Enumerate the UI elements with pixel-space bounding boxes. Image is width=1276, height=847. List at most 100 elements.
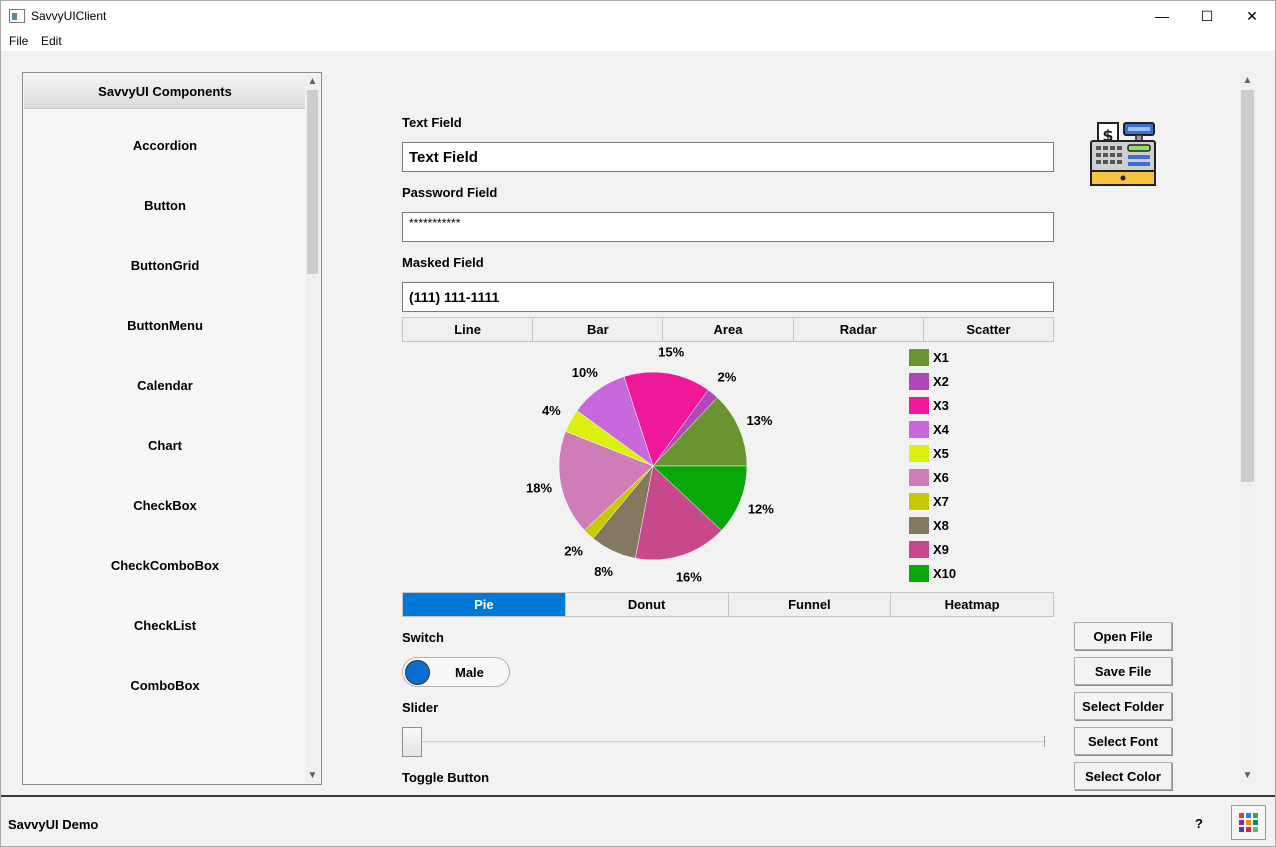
pie-label-x9: 16% <box>676 569 702 584</box>
legend-label: X4 <box>933 421 949 437</box>
tab-heatmap[interactable]: Heatmap <box>944 597 1000 612</box>
gender-switch[interactable]: Male <box>402 657 510 687</box>
slider-thumb[interactable] <box>402 727 422 757</box>
password-field-label: Password Field <box>402 185 498 200</box>
pie-label-x1: 13% <box>746 413 772 428</box>
pie-label-x8: 8% <box>594 564 613 579</box>
scrollbar-thumb[interactable] <box>307 90 318 274</box>
chart-type-tabs-bottom: Pie Donut Funnel Heatmap <box>402 592 1054 617</box>
scroll-up-icon[interactable]: ▲ <box>1242 75 1253 86</box>
legend-item-x4: X4 <box>909 420 969 438</box>
legend-label: X2 <box>933 373 949 389</box>
menu-file[interactable]: File <box>9 34 29 48</box>
switch-value: Male <box>455 665 484 680</box>
scroll-up-icon[interactable]: ▲ <box>307 76 318 87</box>
pie-label-x5: 4% <box>542 403 561 418</box>
legend-label: X3 <box>933 397 949 413</box>
components-list-scrollbar[interactable]: ▲ ▼ <box>305 74 320 783</box>
switch-knob[interactable] <box>405 660 430 685</box>
legend-swatch <box>909 564 929 582</box>
select-font-button[interactable]: Select Font <box>1074 727 1172 755</box>
legend-swatch <box>909 420 929 438</box>
legend-swatch <box>909 468 929 486</box>
tab-donut[interactable]: Donut <box>566 593 729 616</box>
main-scrollbar[interactable]: ▲ ▼ <box>1239 72 1256 785</box>
legend-item-x8: X8 <box>909 516 969 534</box>
tab-radar[interactable]: Radar <box>794 318 924 341</box>
scrollbar-thumb[interactable] <box>1241 90 1254 482</box>
app-icon <box>9 9 25 23</box>
pie-slice-x10 <box>652 465 748 531</box>
tab-scatter[interactable]: Scatter <box>966 322 1011 337</box>
text-field-input[interactable]: Text Field <box>402 142 1054 172</box>
tab-funnel[interactable]: Funnel <box>729 593 892 616</box>
cash-register-icon: $ <box>1090 122 1156 186</box>
pie-chart: 13% 2% 15% 10% 4% 18% 2% 8% 16% 12% <box>526 344 774 584</box>
sidebar-item-buttongrid[interactable]: ButtonGrid <box>130 258 200 273</box>
sidebar-item-chart[interactable]: Chart <box>148 438 182 453</box>
legend-label: X6 <box>933 469 949 485</box>
pie-label-x7: 2% <box>564 544 583 559</box>
legend-swatch <box>909 492 929 510</box>
select-folder-button[interactable]: Select Folder <box>1074 692 1172 720</box>
masked-field-input[interactable]: (111) 111-1111 <box>402 282 1054 312</box>
pie-label-x3: 15% <box>658 344 684 359</box>
pie-slice-x9 <box>635 465 722 561</box>
tab-bar[interactable]: Bar <box>533 318 664 341</box>
window-title: SavvyUIClient <box>31 9 107 23</box>
legend-swatch <box>909 372 929 390</box>
tab-line[interactable]: Line <box>403 318 534 341</box>
slider-track[interactable] <box>402 741 1045 743</box>
slider-label: Slider <box>402 700 439 715</box>
toggle-button-label: Toggle Button <box>402 770 490 785</box>
close-button[interactable]: ✕ <box>1246 7 1258 24</box>
legend-label: X8 <box>933 517 949 533</box>
status-bar: SavvyUI Demo ? <box>1 795 1275 846</box>
select-color-button[interactable]: Select Color <box>1074 762 1172 790</box>
legend-item-x2: X2 <box>909 372 969 390</box>
pie-label-x6: 18% <box>526 481 552 496</box>
pie-slice-x6 <box>558 431 654 531</box>
sidebar-item-buttonmenu[interactable]: ButtonMenu <box>127 318 203 333</box>
legend-label: X1 <box>933 349 949 365</box>
open-file-button[interactable]: Open File <box>1074 622 1172 650</box>
help-button[interactable]: ? <box>1195 816 1203 831</box>
menu-bar: File Edit <box>1 31 1275 51</box>
sidebar-item-accordion[interactable]: Accordion <box>132 138 198 153</box>
sidebar-item-combobox[interactable]: ComboBox <box>130 678 200 693</box>
legend-label: X5 <box>933 445 949 461</box>
app-grid-button[interactable] <box>1231 805 1266 840</box>
legend-item-x9: X9 <box>909 540 969 558</box>
sidebar-item-calendar[interactable]: Calendar <box>137 378 193 393</box>
legend-item-x10: X10 <box>909 564 969 582</box>
sidebar-item-checkbox[interactable]: CheckBox <box>133 498 197 513</box>
title-bar: SavvyUIClient — ☐ ✕ <box>1 1 1275 31</box>
legend-label: X10 <box>933 565 957 581</box>
tab-pie[interactable]: Pie <box>403 593 566 616</box>
tab-area[interactable]: Area <box>663 318 794 341</box>
slider-end-tick <box>1044 736 1045 747</box>
legend-swatch <box>909 540 929 558</box>
maximize-button[interactable]: ☐ <box>1200 7 1214 24</box>
scroll-down-icon[interactable]: ▼ <box>1242 770 1253 781</box>
components-list-header: SavvyUI Components <box>24 74 306 109</box>
components-list-panel: SavvyUI Components Accordion Button Butt… <box>22 72 322 785</box>
menu-edit[interactable]: Edit <box>41 34 62 48</box>
chart-type-tabs-top: Line Bar Area Radar Scatter <box>402 317 1054 342</box>
masked-field-label: Masked Field <box>402 255 484 270</box>
legend-swatch <box>909 348 929 366</box>
password-field-input[interactable]: *********** <box>402 212 1054 242</box>
sidebar-item-checklist[interactable]: CheckList <box>133 618 197 633</box>
svg-text:$: $ <box>1102 126 1113 145</box>
text-field-label: Text Field <box>402 115 462 130</box>
minimize-button[interactable]: — <box>1155 8 1169 24</box>
status-text: SavvyUI Demo <box>8 817 99 832</box>
save-file-button[interactable]: Save File <box>1074 657 1172 685</box>
legend-item-x3: X3 <box>909 396 969 414</box>
sidebar-item-checkcombobox[interactable]: CheckComboBox <box>110 558 220 573</box>
pie-label-x2: 2% <box>718 370 737 385</box>
sidebar-item-button[interactable]: Button <box>144 198 186 213</box>
legend-item-x1: X1 <box>909 348 969 366</box>
scroll-down-icon[interactable]: ▼ <box>307 770 318 781</box>
